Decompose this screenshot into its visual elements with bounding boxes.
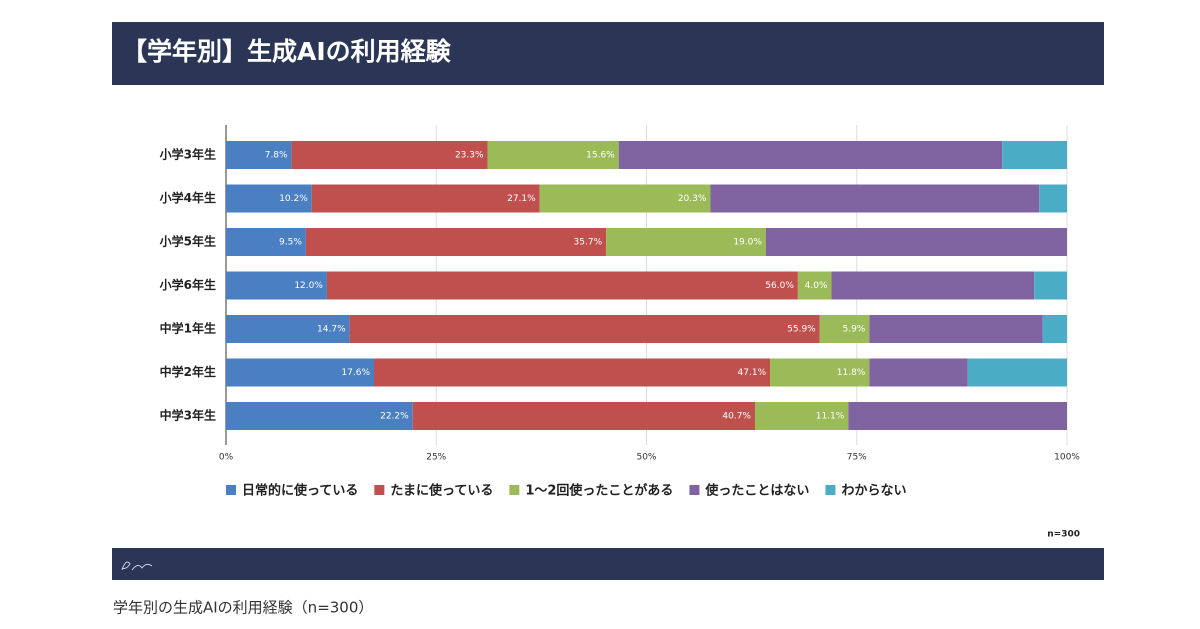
annotation: n=300 bbox=[1047, 530, 1080, 540]
legend-swatch bbox=[226, 485, 236, 495]
bar-segment bbox=[819, 315, 870, 343]
bar-segment bbox=[487, 141, 619, 169]
bar-segment bbox=[305, 228, 607, 256]
data-label: 12.0% bbox=[294, 281, 323, 291]
data-label: 4.0% bbox=[805, 281, 828, 291]
card bbox=[112, 22, 1104, 580]
y-tick-label: 中学3年生 bbox=[160, 408, 216, 423]
bar-segment bbox=[226, 184, 312, 213]
footer-band bbox=[112, 548, 1104, 580]
data-label: 23.3% bbox=[455, 151, 484, 161]
data-label: 11.1% bbox=[816, 412, 845, 422]
bar-segment bbox=[226, 358, 375, 387]
bar-segment bbox=[1034, 271, 1067, 300]
x-tick-label: 100% bbox=[1054, 453, 1080, 463]
bar-segment bbox=[765, 228, 1067, 256]
bar-segment bbox=[606, 228, 766, 256]
data-label: 9.5% bbox=[279, 238, 302, 248]
data-label: 11.8% bbox=[837, 368, 866, 378]
data-label: 55.9% bbox=[787, 325, 816, 335]
bar-segment bbox=[797, 271, 832, 300]
bar-segment bbox=[226, 141, 292, 169]
legend-label: 使ったことはない bbox=[704, 483, 809, 499]
bar-segment bbox=[412, 402, 755, 430]
bar-segment bbox=[291, 141, 488, 169]
x-tick-label: 50% bbox=[636, 453, 656, 463]
data-label: 5.9% bbox=[842, 325, 865, 335]
data-label: 15.6% bbox=[586, 151, 615, 161]
y-tick-label: 中学1年生 bbox=[160, 321, 216, 336]
bar-segment bbox=[1002, 141, 1067, 169]
bar-segment bbox=[226, 402, 413, 430]
legend-swatch bbox=[509, 485, 520, 495]
bar-segment bbox=[754, 402, 849, 430]
data-label: 56.0% bbox=[765, 281, 794, 291]
caption: 学年別の生成AIの利用経験（n=300） bbox=[113, 599, 373, 617]
data-label: 19.0% bbox=[733, 238, 762, 248]
bar-segment bbox=[1042, 315, 1067, 343]
data-label: 14.7% bbox=[317, 325, 346, 335]
bar-segment bbox=[618, 141, 1003, 169]
bar-segment bbox=[326, 271, 798, 300]
legend-label: たまに使っている bbox=[390, 483, 493, 499]
legend-swatch bbox=[825, 485, 836, 495]
bar-segment bbox=[1039, 184, 1067, 213]
bar-segment bbox=[831, 271, 1035, 300]
data-label: 7.8% bbox=[265, 151, 288, 161]
bar-segment bbox=[349, 315, 820, 343]
data-label: 35.7% bbox=[574, 238, 603, 248]
bar-segment bbox=[967, 358, 1067, 387]
bar-segment bbox=[226, 271, 327, 300]
x-tick-label: 0% bbox=[219, 453, 234, 463]
data-label: 47.1% bbox=[738, 368, 767, 378]
y-tick-label: 小学4年生 bbox=[160, 190, 216, 205]
bar-segment bbox=[869, 358, 968, 387]
bar-segment bbox=[539, 184, 711, 213]
legend-swatch bbox=[689, 485, 700, 495]
y-tick-label: 小学5年生 bbox=[160, 234, 216, 249]
x-tick-label: 25% bbox=[426, 453, 446, 463]
bar-segment bbox=[710, 184, 1040, 213]
bar-segment bbox=[374, 358, 771, 387]
bar-segment bbox=[848, 402, 1067, 430]
data-label: 40.7% bbox=[722, 412, 751, 422]
y-tick-label: 小学6年生 bbox=[160, 277, 216, 292]
legend-swatch bbox=[374, 485, 385, 495]
y-tick-label: 中学2年生 bbox=[160, 364, 216, 379]
data-label: 17.6% bbox=[341, 368, 370, 378]
bar-segment bbox=[226, 228, 306, 256]
legend-label: わからない bbox=[841, 484, 906, 499]
bar-segment bbox=[770, 358, 870, 387]
x-tick-label: 75% bbox=[847, 453, 867, 463]
y-tick-label: 小学3年生 bbox=[160, 147, 216, 162]
bar-segment bbox=[869, 315, 1043, 343]
header-band bbox=[112, 22, 1104, 85]
data-label: 20.3% bbox=[678, 194, 707, 204]
data-label: 27.1% bbox=[507, 194, 536, 204]
legend-label: 日常的に使っている bbox=[242, 483, 358, 499]
bar-segment bbox=[311, 184, 540, 213]
data-label: 10.2% bbox=[279, 194, 308, 204]
legend-label: 1～2回使ったことがある bbox=[525, 483, 673, 499]
data-label: 22.2% bbox=[380, 412, 409, 422]
chart-title: 【学年別】生成AIの利用経験 bbox=[122, 37, 452, 66]
bar-segment bbox=[226, 315, 350, 343]
logo bbox=[121, 561, 153, 571]
